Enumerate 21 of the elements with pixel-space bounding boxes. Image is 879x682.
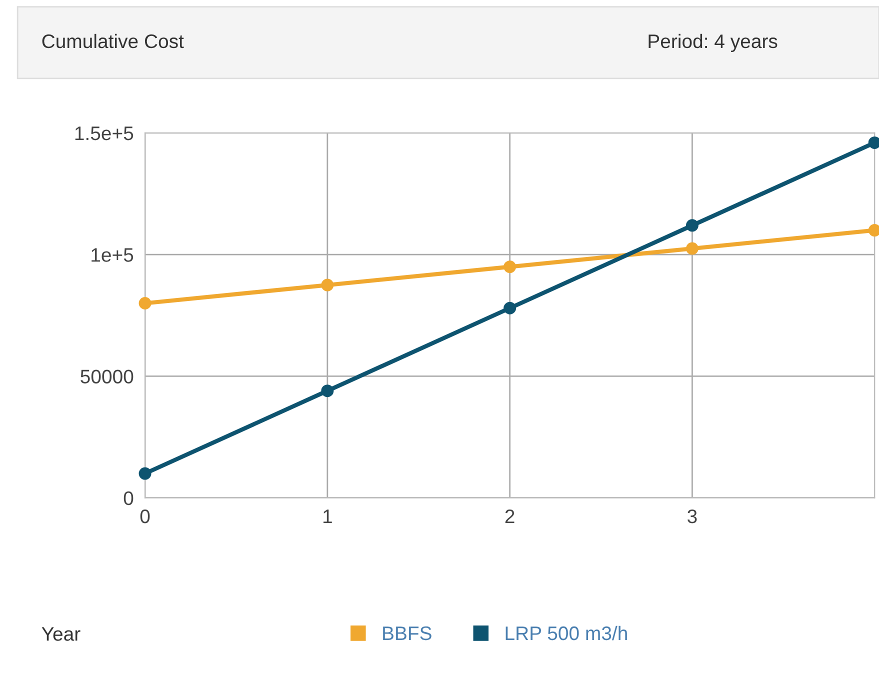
point [138,467,152,480]
text: Year [42,627,80,641]
x-tick-label: 1 [324,510,332,524]
x-tick-label: 3 [688,509,697,524]
chart-subtitle: Period: 4 years [648,34,778,52]
legend-label: BBFS [383,626,432,640]
legend-label: LRP 500 m3/h [506,626,627,640]
point [686,242,698,255]
point [504,260,516,274]
y-tick-label: 50000 [80,370,134,384]
point [504,302,516,314]
chart-title: Cumulative Cost [42,34,184,48]
point [321,384,334,398]
y-tick-label: 0 [124,491,134,506]
point [321,278,334,292]
point [138,297,152,310]
y-tick-label: 1e+5 [92,248,134,262]
x-tick-label: 0 [140,509,150,524]
point [686,219,698,232]
x-tick-label: 2 [505,509,514,524]
y-tick-label: 1.5e+5 [75,126,134,140]
